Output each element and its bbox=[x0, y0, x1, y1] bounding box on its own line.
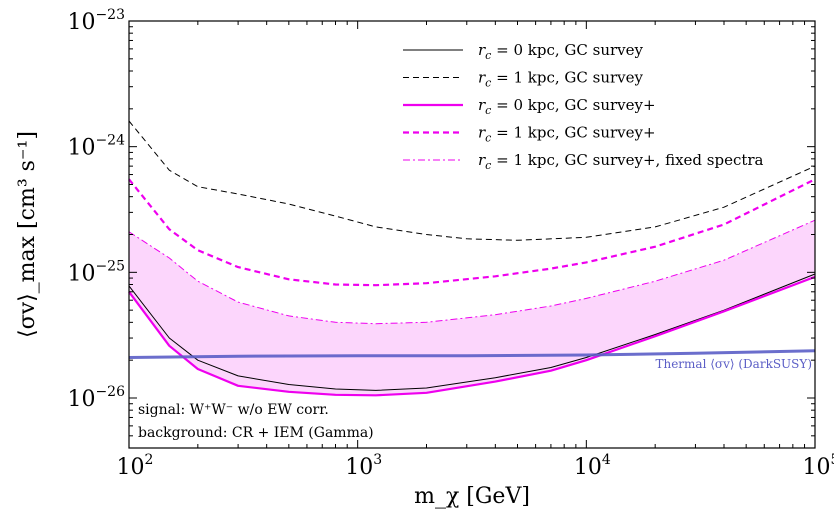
band-layer bbox=[129, 220, 815, 396]
series-line-3 bbox=[128, 178, 816, 287]
legend-label-2: rc = 0 kpc, GC survey+ bbox=[478, 96, 656, 117]
y-axis-title: ⟨σv⟩_max [cm³ s⁻¹] bbox=[15, 131, 40, 338]
x-tick-label: 102 bbox=[117, 452, 154, 480]
ticks-layer bbox=[128, 20, 816, 449]
y-tick-label: 10−23 bbox=[67, 7, 125, 35]
series-line-2 bbox=[128, 275, 816, 397]
x-axis-title: m_χ [GeV] bbox=[414, 484, 530, 509]
y-tick-label: 10−25 bbox=[67, 258, 125, 286]
y-tick-label: 10−26 bbox=[67, 384, 125, 412]
signal-annotation: signal: W⁺W⁻ w/o EW corr. bbox=[138, 402, 329, 418]
x-tick-label: 103 bbox=[345, 452, 382, 480]
thermal-label: Thermal ⟨σv⟩ (DarkSUSY) bbox=[655, 357, 812, 371]
series-line-5 bbox=[128, 349, 816, 359]
series-layer bbox=[128, 120, 816, 397]
ticklabel-layer: 102 103 104 105 10−26 10−25 10−24 10−23 bbox=[67, 7, 834, 480]
series-line-4 bbox=[128, 219, 816, 325]
y-tick-label: 10−24 bbox=[67, 133, 125, 161]
legend-label-1: rc = 1 kpc, GC survey bbox=[478, 69, 643, 90]
legend-label-4: rc = 1 kpc, GC survey+, fixed spectra bbox=[478, 151, 764, 172]
series-line-0 bbox=[128, 273, 816, 391]
background-annotation: background: CR + IEM (Gamma) bbox=[138, 425, 374, 441]
uncertainty-band bbox=[129, 220, 815, 396]
x-tick-label: 105 bbox=[803, 452, 834, 480]
series-line-1 bbox=[128, 120, 816, 241]
x-tick-label: 104 bbox=[574, 452, 611, 480]
legend-label-0: rc = 0 kpc, GC survey bbox=[478, 41, 643, 62]
legend-label-3: rc = 1 kpc, GC survey+ bbox=[478, 124, 656, 145]
legend: rc = 0 kpc, GC survey rc = 1 kpc, GC surv… bbox=[403, 41, 764, 172]
